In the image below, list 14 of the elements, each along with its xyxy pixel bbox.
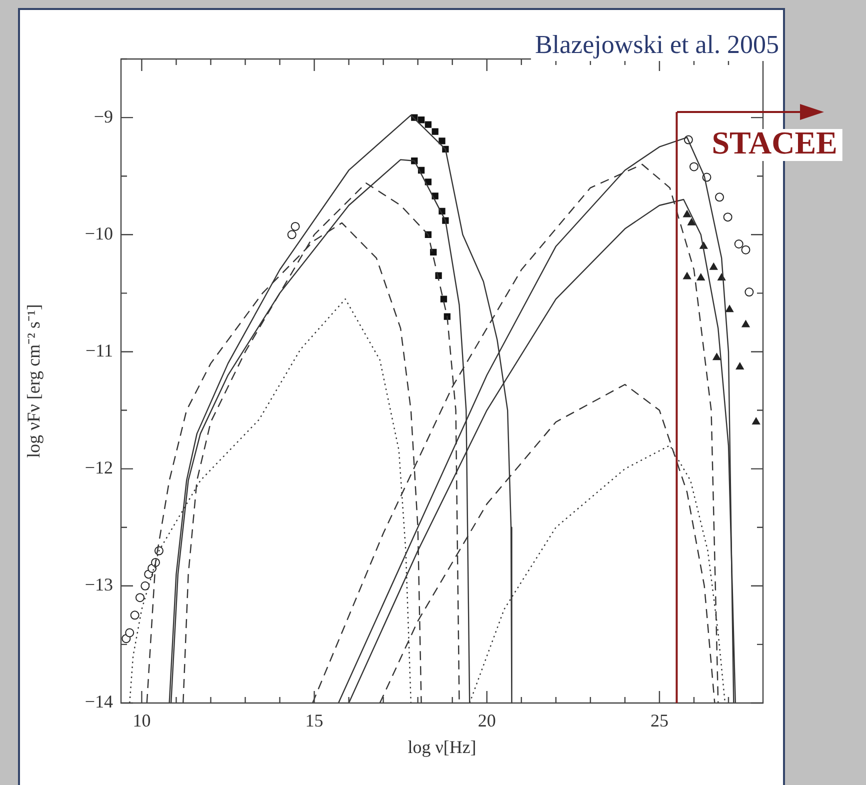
y-tick-label: −9 bbox=[94, 106, 113, 126]
y-tick-label: −13 bbox=[84, 574, 113, 595]
x-tick-label: 15 bbox=[305, 710, 324, 731]
y-tick-label: −12 bbox=[84, 458, 113, 478]
y-axis-title: log νFν [erg cm⁻² s⁻¹] bbox=[24, 304, 44, 458]
x-axis-title: log ν[Hz] bbox=[408, 736, 476, 757]
x-tick-label: 25 bbox=[650, 710, 668, 731]
annotation: Blazejowski et al. 2005 bbox=[534, 30, 779, 59]
ref-line-label: STACEE bbox=[712, 124, 838, 160]
y-tick-label: −14 bbox=[84, 692, 113, 712]
x-tick-label: 10 bbox=[132, 710, 151, 731]
y-tick-label: −10 bbox=[84, 223, 113, 244]
y-tick-label: −11 bbox=[86, 340, 113, 360]
x-tick-label: 20 bbox=[478, 710, 496, 731]
